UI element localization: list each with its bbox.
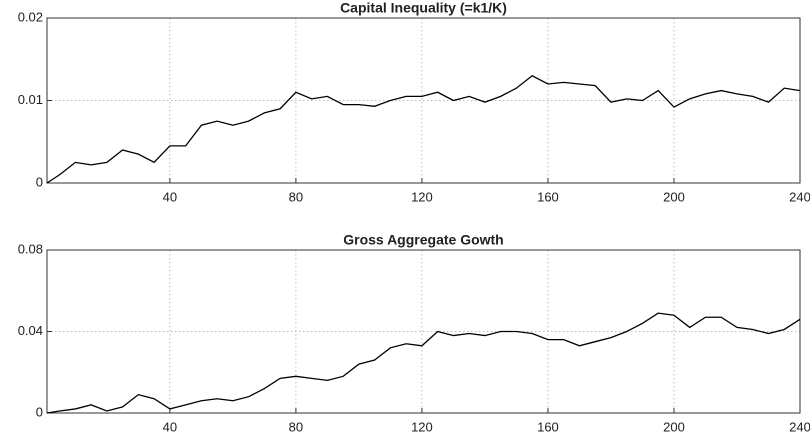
- x-tick-label: 240: [789, 419, 810, 434]
- chart-title: Capital Inequality (=k1/K): [340, 0, 507, 16]
- y-tick-label: 0.02: [18, 9, 43, 24]
- data-line: [46, 74, 801, 184]
- x-tick-label: 80: [289, 419, 303, 434]
- y-tick-label: 0: [36, 174, 43, 189]
- x-tick-label: 240: [789, 189, 810, 204]
- x-tick-label: 160: [537, 189, 559, 204]
- x-tick-label: 40: [163, 419, 177, 434]
- chart-title: Gross Aggregate Gowth: [343, 232, 504, 248]
- x-tick-label: 120: [411, 419, 433, 434]
- x-tick-label: 40: [163, 189, 177, 204]
- y-tick-label: 0: [36, 404, 43, 419]
- y-tick-label: 0.04: [18, 323, 43, 338]
- x-tick-label: 200: [663, 189, 685, 204]
- data-line: [46, 312, 801, 414]
- y-tick-label: 0.08: [18, 241, 43, 256]
- x-tick-label: 160: [537, 419, 559, 434]
- plot-frame: [46, 249, 801, 414]
- x-tick-label: 200: [663, 419, 685, 434]
- x-tick-label: 80: [289, 189, 303, 204]
- y-tick-label: 0.01: [18, 92, 43, 107]
- plot-frame: [46, 17, 801, 184]
- x-tick-label: 120: [411, 189, 433, 204]
